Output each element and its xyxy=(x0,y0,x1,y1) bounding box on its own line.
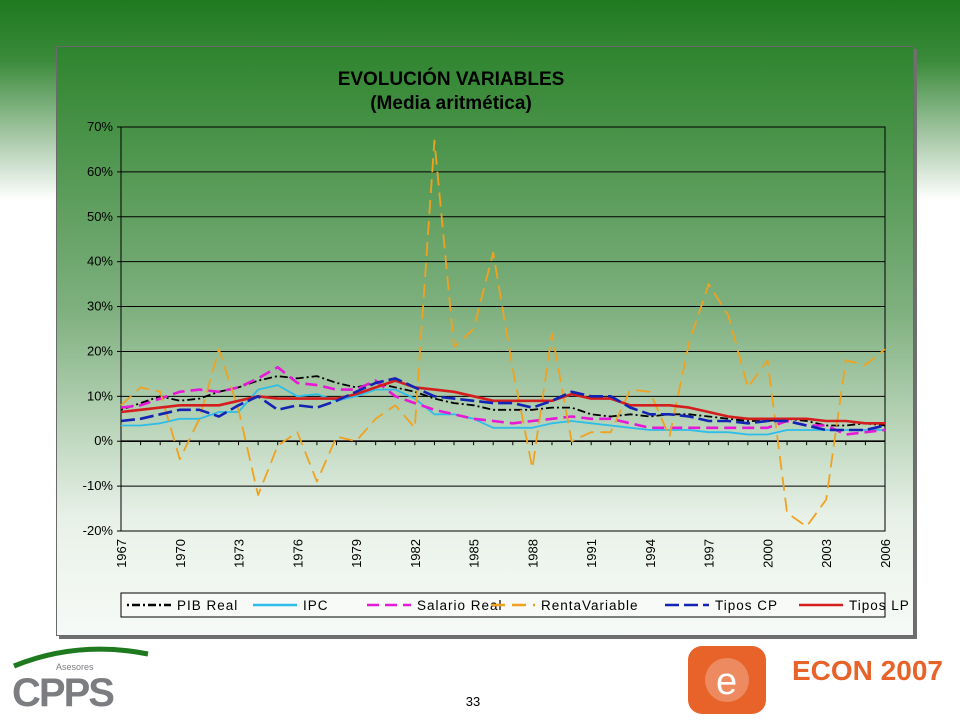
x-tick-label: 2000 xyxy=(760,539,775,568)
y-tick-label: 10% xyxy=(87,388,113,403)
x-tick-label: 1991 xyxy=(584,539,599,568)
y-tick-label: -20% xyxy=(83,523,114,538)
y-tick-label: 60% xyxy=(87,164,113,179)
econ-badge xyxy=(688,646,766,714)
legend-label: Tipos LP xyxy=(849,598,910,613)
x-axis: 1967 1970 1973 1976 1979 1982 1985 1988 1991 1994… xyxy=(114,441,893,568)
line-chart: EVOLUCIÓN VARIABLES (Media aritmética) -… xyxy=(83,68,910,618)
econ-logo: e ECON 2007 xyxy=(688,646,943,714)
legend-label: Salario Real xyxy=(417,598,503,613)
x-tick-label: 1988 xyxy=(525,539,540,568)
logo-swoosh xyxy=(13,646,149,669)
logo-big-text: CPPS xyxy=(12,671,114,715)
y-tick-label: 30% xyxy=(87,299,113,314)
chart-panel: EVOLUCIÓN VARIABLES (Media aritmética) -… xyxy=(56,46,914,636)
legend-label: IPC xyxy=(303,598,329,613)
y-tick-label: 20% xyxy=(87,343,113,358)
chart-title: EVOLUCIÓN VARIABLES xyxy=(338,68,565,90)
x-tick-label: 2006 xyxy=(878,539,893,568)
legend-label: PIB Real xyxy=(177,598,238,613)
y-tick-label: 40% xyxy=(87,254,113,269)
legend-label: Tipos CP xyxy=(715,598,778,613)
x-tick-label: 1979 xyxy=(349,539,364,568)
y-tick-label: 70% xyxy=(87,119,113,134)
x-tick-label: 1997 xyxy=(702,539,717,568)
x-tick-label: 1970 xyxy=(173,539,188,568)
series-lines xyxy=(120,139,886,528)
x-tick-label: 2003 xyxy=(819,539,834,568)
chart-subtitle: (Media aritmética) xyxy=(370,93,532,114)
econ-text: ECON 2007 xyxy=(792,655,943,686)
x-tick-label: 1985 xyxy=(467,539,482,568)
page-number: 33 xyxy=(465,694,481,709)
legend-label: RentaVariable xyxy=(541,598,639,613)
series-line-rentavariable xyxy=(120,139,886,528)
y-tick-label: 0% xyxy=(94,433,113,448)
econ-badge-circle xyxy=(705,658,749,702)
x-tick-label: 1982 xyxy=(408,539,423,568)
x-tick-label: 1994 xyxy=(643,539,658,568)
series-line-tipos-cp xyxy=(120,377,886,432)
series-line-salario-real xyxy=(120,365,886,436)
legend: PIB Real IPC Salario Real RentaVariable Tipo… xyxy=(127,598,910,613)
series-line-tipos-lp xyxy=(120,379,885,425)
y-axis: -20% -10% 0% 10% 20% 30% 40% 50% 60% 70% xyxy=(83,119,121,538)
plot-area xyxy=(120,126,886,532)
x-tick-label: 1976 xyxy=(290,539,305,568)
x-tick-label: 1973 xyxy=(232,539,247,568)
grid-lines xyxy=(121,126,885,532)
econ-badge-letter: e xyxy=(716,661,737,703)
y-tick-label: 50% xyxy=(87,209,113,224)
x-tick-label: 1967 xyxy=(114,539,129,568)
cpps-logo: Asesores CPPS xyxy=(12,646,149,715)
y-tick-label: -10% xyxy=(83,478,114,493)
logo-small-text: Asesores xyxy=(56,662,94,672)
